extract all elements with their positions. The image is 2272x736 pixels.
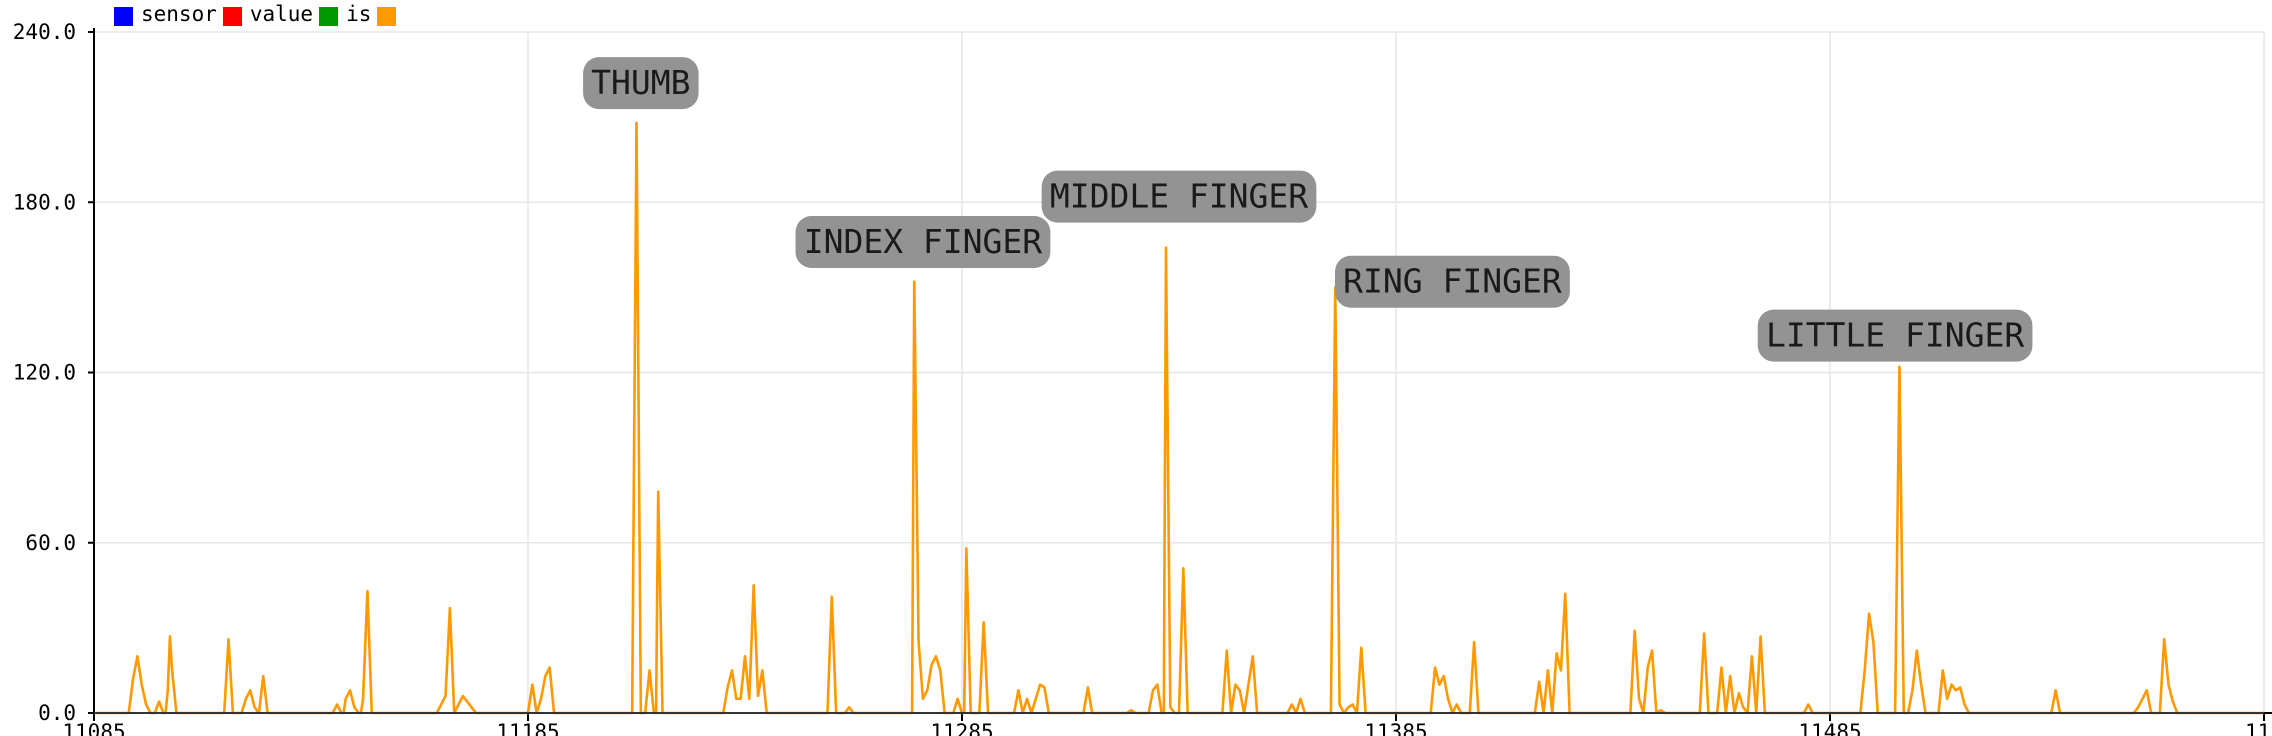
- y-tick-label: 180.0: [13, 190, 76, 214]
- legend-swatch-sensor: [114, 6, 133, 26]
- annotation-label: MIDDLE FINGER: [1041, 170, 1317, 223]
- x-tick-label: 11185: [496, 720, 559, 736]
- legend: sensor value is: [114, 2, 404, 26]
- legend-label-sensor: sensor: [141, 2, 217, 26]
- legend-swatch-value: [222, 6, 242, 26]
- x-tick-label: 11085: [62, 720, 125, 736]
- annotation-label: LITTLE FINGER: [1757, 309, 2033, 362]
- legend-swatch-4: [377, 6, 397, 26]
- legend-swatch-is: [319, 6, 339, 26]
- x-tick-label: 11285: [930, 720, 993, 736]
- annotation-text: LITTLE FINGER: [1766, 316, 2024, 355]
- annotation-box: [583, 57, 699, 110]
- legend-label-value: value: [249, 2, 314, 26]
- grid-lines: [94, 31, 2265, 713]
- annotation-box: [795, 215, 1051, 268]
- x-tick-label: 11385: [1364, 720, 1427, 736]
- y-tick-label: 240.0: [13, 20, 76, 44]
- annotation-label: RING FINGER: [1334, 255, 1570, 308]
- y-tick-label: 120.0: [13, 361, 76, 385]
- annotation-label: INDEX FINGER: [795, 215, 1051, 268]
- series-lines: [94, 121, 2264, 715]
- y-tick-label: 60.0: [25, 531, 76, 555]
- annotation-text: INDEX FINGER: [804, 222, 1043, 261]
- x-tick-label: 11485: [1798, 720, 1861, 736]
- axes: 0.0 60.0 120.0 180.0 240.0 11085 11185 11285 113…: [13, 20, 2272, 736]
- series-line-1: [94, 121, 2264, 715]
- annotation-box: [1757, 309, 2033, 362]
- y-tick-label: 0.0: [38, 701, 76, 725]
- annotation-text: MIDDLE FINGER: [1050, 177, 1308, 216]
- annotation-text: THUMB: [591, 63, 690, 102]
- annotation-text: RING FINGER: [1343, 262, 1562, 301]
- x-tick-label: 115: [2245, 720, 2272, 736]
- annotation-box: [1334, 255, 1570, 308]
- legend-label-is: is: [346, 2, 372, 26]
- annotation-box: [1041, 170, 1317, 223]
- annotation-label: THUMB: [583, 57, 699, 110]
